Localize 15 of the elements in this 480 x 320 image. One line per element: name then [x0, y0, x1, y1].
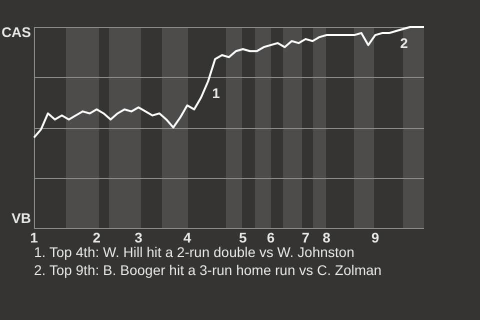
x-tick-label: 9 — [371, 229, 380, 246]
x-tick-label: 8 — [322, 229, 331, 246]
x-tick-label: 4 — [183, 229, 192, 246]
text: 1. Top 4th: W. Hill hit a 2-run double vs W. Johnston — [34, 244, 354, 260]
x-tick-label: 5 — [239, 229, 248, 246]
x-tick-label: 7 — [302, 229, 310, 246]
x-tick-label: 1 — [30, 229, 38, 246]
x-tick-label: 3 — [134, 229, 143, 246]
x-tick-label: 2 — [92, 229, 101, 246]
text: 2. Top 9th: B. Booger hit a 3-run home run vs C. Zolman — [34, 262, 382, 278]
x-tick-label: 6 — [266, 229, 275, 246]
text: VB — [12, 210, 31, 226]
annotation: 2 — [400, 34, 408, 51]
annotation: 1 — [212, 85, 220, 102]
text: CAS — [1, 24, 31, 40]
